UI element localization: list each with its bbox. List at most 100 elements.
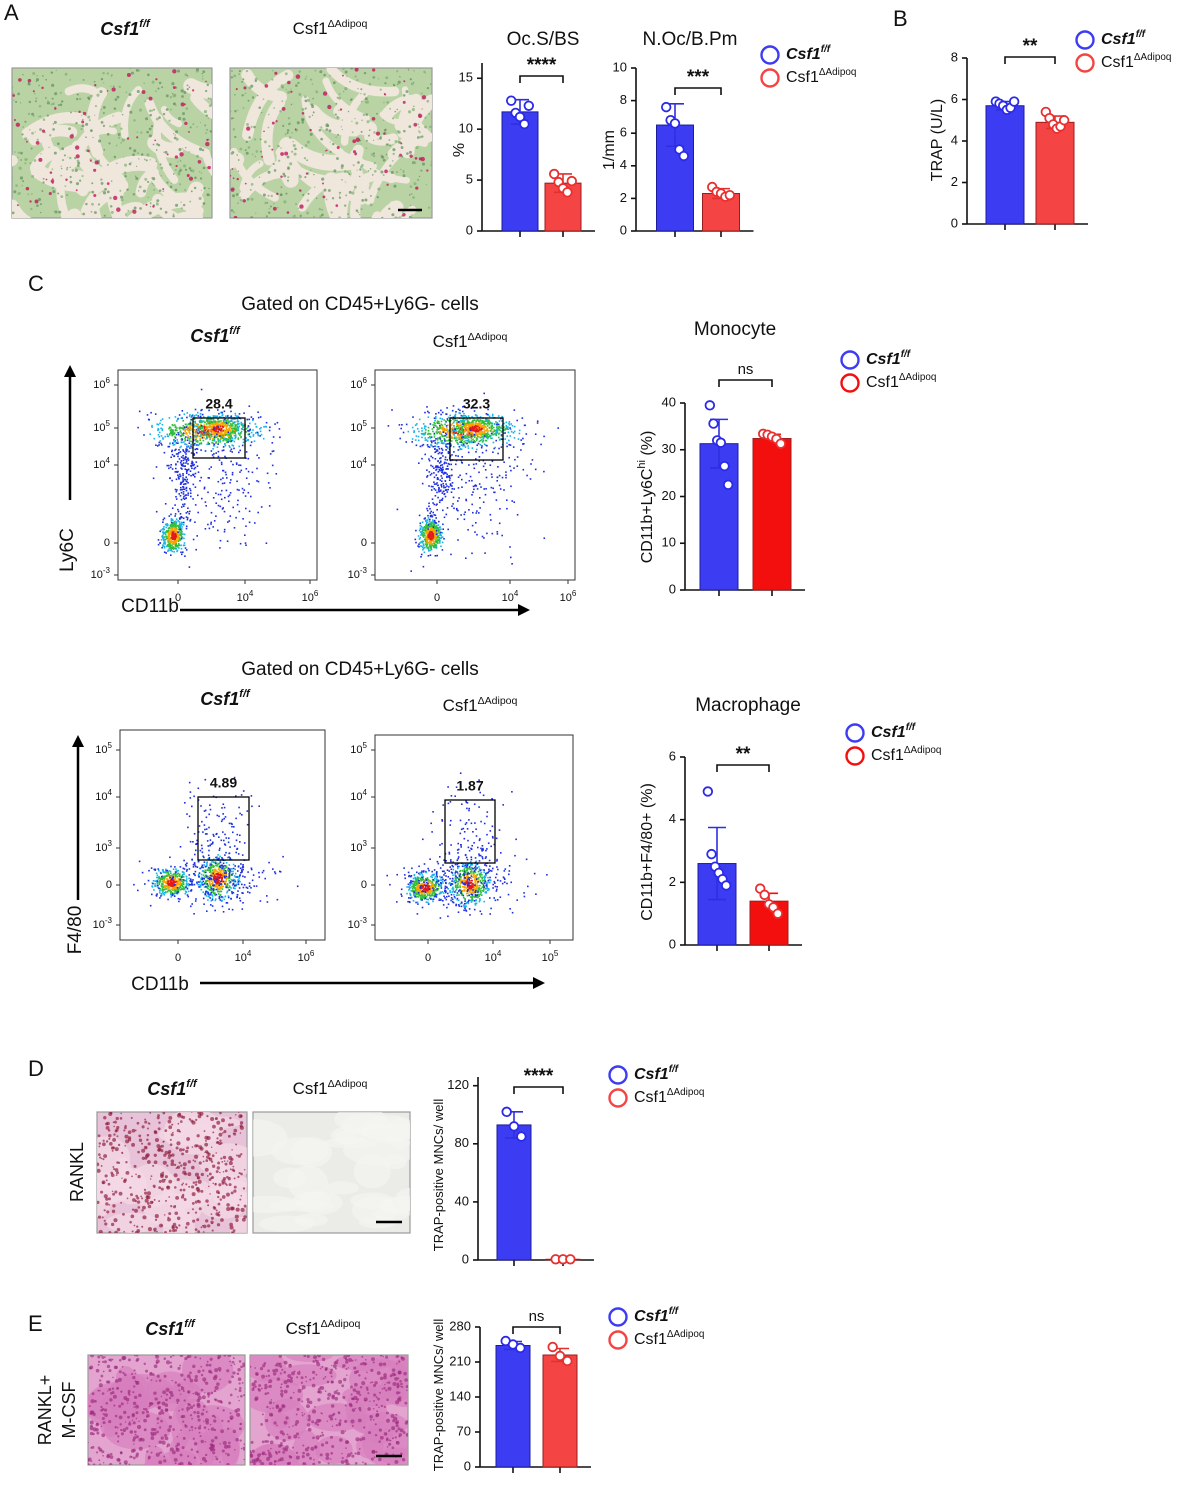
nucleus: [90, 1420, 94, 1424]
nucleus: [204, 1460, 207, 1463]
speckle: [160, 163, 162, 165]
speckle: [47, 115, 49, 117]
nucleus: [285, 1416, 288, 1419]
nucleus: [311, 1420, 314, 1423]
speckle: [47, 101, 50, 104]
nucleus: [119, 1359, 122, 1362]
text-span: Csf1: [100, 19, 139, 39]
flow-event: [424, 547, 426, 549]
flow-event: [185, 547, 187, 549]
flow-event: [234, 527, 236, 529]
nucleus: [229, 1161, 233, 1165]
flow-event: [211, 512, 213, 514]
speckle: [39, 128, 42, 131]
nucleus: [335, 1368, 337, 1370]
nucleus: [325, 1453, 329, 1457]
flow-event: [179, 414, 181, 416]
nucleus: [132, 1129, 136, 1133]
speckle: [153, 185, 154, 186]
nucleus: [354, 1371, 357, 1374]
speckle: [254, 138, 256, 140]
speckle: [288, 123, 290, 125]
trap-stain: [42, 130, 45, 133]
speckle: [283, 200, 286, 203]
nucleus: [393, 1453, 394, 1454]
nucleus: [145, 1147, 147, 1149]
speckle: [49, 134, 51, 136]
nucleus: [342, 1364, 345, 1367]
speckle: [96, 94, 99, 97]
flow-event: [208, 433, 210, 435]
nucleus: [118, 1378, 122, 1382]
speckle: [261, 112, 262, 113]
speckle: [314, 186, 315, 187]
flow-event: [172, 541, 174, 543]
nucleus: [388, 1381, 391, 1384]
nucleus: [226, 1369, 229, 1372]
speckle: [339, 192, 341, 194]
speckle: [361, 164, 364, 167]
flow-event: [243, 492, 245, 494]
nucleus: [280, 1372, 282, 1374]
nucleus: [170, 1362, 172, 1364]
speckle: [26, 159, 28, 161]
nucleus: [178, 1410, 180, 1412]
trabecula: [69, 88, 94, 91]
speckle: [391, 171, 394, 174]
flow-event: [177, 432, 179, 434]
flow-event: [205, 430, 207, 432]
speckle: [243, 107, 245, 109]
flow-event: [175, 416, 177, 418]
nucleus: [117, 1388, 119, 1390]
nucleus: [274, 1369, 278, 1373]
nucleus: [141, 1226, 143, 1228]
nucleus: [103, 1413, 105, 1415]
nucleus: [134, 1165, 137, 1168]
flow-event: [423, 536, 425, 538]
flow-event: [231, 428, 233, 430]
trap-stain: [152, 205, 154, 207]
speckle: [156, 203, 159, 206]
nucleus: [267, 1369, 270, 1372]
nucleus: [297, 1398, 300, 1401]
nucleus: [198, 1114, 202, 1118]
nucleus: [174, 1186, 177, 1189]
nucleus: [235, 1144, 237, 1146]
nucleus: [392, 1382, 396, 1386]
nucleus: [175, 1381, 177, 1383]
nucleus: [377, 1398, 380, 1401]
flow-event: [233, 448, 235, 450]
nucleus: [317, 1438, 319, 1440]
panel-label: E: [28, 1311, 43, 1336]
speckle: [92, 137, 93, 138]
flow-event: [157, 445, 159, 447]
speckle: [43, 178, 45, 180]
nucleus: [162, 1441, 166, 1445]
flow-event: [187, 437, 189, 439]
flow-event: [418, 546, 420, 548]
nucleus: [224, 1182, 226, 1184]
flow-event: [252, 429, 254, 431]
speckle: [381, 217, 383, 219]
flow-event: [196, 535, 198, 537]
nucleus: [209, 1158, 213, 1162]
nucleus: [264, 1440, 267, 1443]
flow-event: [180, 483, 182, 485]
speckle: [103, 106, 106, 109]
nucleus: [101, 1433, 105, 1437]
flow-event: [226, 477, 228, 479]
speckle: [344, 205, 346, 207]
speckle: [169, 163, 172, 166]
nucleus: [121, 1152, 123, 1154]
flow-event: [211, 450, 213, 452]
flow-event: [195, 473, 197, 475]
speckle: [263, 98, 265, 100]
nucleus: [220, 1157, 222, 1159]
nucleus: [242, 1218, 246, 1222]
nucleus: [365, 1359, 367, 1361]
nucleus: [218, 1211, 220, 1213]
nucleus: [306, 1453, 310, 1457]
speckle: [273, 107, 274, 108]
speckle: [40, 153, 41, 154]
trap-stain: [83, 112, 86, 115]
